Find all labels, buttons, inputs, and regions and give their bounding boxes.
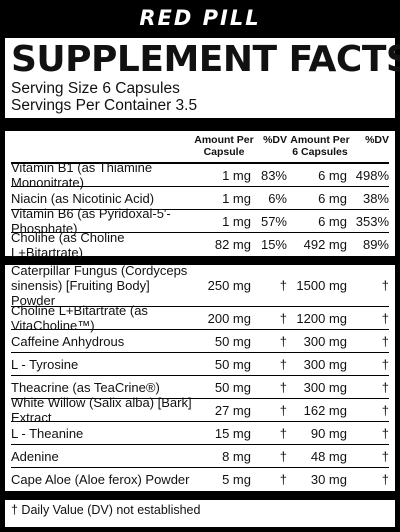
dv-per-capsule: † <box>279 472 287 487</box>
dv-per-6-capsules: † <box>381 402 389 418</box>
dv-per-capsule: † <box>279 379 287 395</box>
dv-per-6-capsules: † <box>381 472 389 487</box>
supplement-facts-panel: SUPPLEMENT FACTS Serving Size 6 Capsules… <box>3 36 400 529</box>
table-row: L - Theanine 15 mg † 90 mg † <box>11 422 389 445</box>
amount-per-6-capsules: 300 mg <box>303 356 347 372</box>
ingredient-name: Adenine <box>11 448 59 464</box>
amount-per-6-capsules: 492 mg <box>303 237 347 252</box>
amount-per-capsule: 82 mg <box>214 237 251 252</box>
amount-per-capsule: 250 mg <box>207 278 251 293</box>
dv-per-6-capsules: 353% <box>355 213 389 229</box>
divider-bar <box>5 118 395 131</box>
dv-per-6-capsules: 498% <box>355 167 389 183</box>
amount-per-capsule: 50 mg <box>214 356 251 372</box>
panel-title: SUPPLEMENT FACTS <box>11 39 400 80</box>
dv-per-capsule: † <box>279 278 287 293</box>
dv-per-capsule: † <box>279 402 287 418</box>
dv-per-capsule: † <box>279 333 287 349</box>
table-row: Adenine 8 mg † 48 mg † <box>11 445 389 468</box>
amount-per-6-capsules: 48 mg <box>310 448 347 464</box>
vitamins-group: Vitamin B1 (as Thiamine Mononitrate) 1 mg… <box>11 160 389 260</box>
ingredient-name: Vitamin B1 (as Thiamine Mononitrate) <box>11 160 153 190</box>
amount-per-6-capsules: 162 mg <box>303 402 347 418</box>
dv-per-6-capsules: † <box>381 448 389 464</box>
table-row: Vitamin B6 (as Pyridoxal-5'-Phosphate) 1 … <box>11 206 389 236</box>
ingredient-name: Cape Aloe (Aloe ferox) Powder <box>11 472 190 487</box>
amount-per-capsule: 200 mg <box>207 310 251 326</box>
ingredient-name: Caffeine Anhydrous <box>11 333 125 349</box>
amount-per-capsule: 5 mg <box>222 472 251 487</box>
table-row: Caterpillar Fungus (Cordyceps sinensis) … <box>11 263 389 308</box>
column-headers: Amount Per Capsule %DV Amount Per 6 Caps… <box>11 131 389 164</box>
divider-bar <box>5 491 395 500</box>
amount-per-capsule: 50 mg <box>214 379 251 395</box>
dv-per-6-capsules: † <box>381 379 389 395</box>
dv-per-6-capsules: † <box>381 310 389 326</box>
table-row: Theacrine (as TeaCrine®) 50 mg † 300 mg † <box>11 376 389 399</box>
header-amount-per-capsule: Amount Per Capsule <box>194 134 254 158</box>
amount-per-6-capsules: 6 mg <box>318 167 347 183</box>
dv-per-capsule: † <box>279 310 287 326</box>
divider-bar <box>5 256 395 265</box>
ingredient-name: Choline L+Bitartrate (as VitaCholine™) <box>11 303 148 333</box>
header-dv1: %DV <box>263 134 287 146</box>
dv-per-capsule: 57% <box>260 213 287 229</box>
dv-per-capsule: 15% <box>260 237 287 252</box>
ingredients-group: Caterpillar Fungus (Cordyceps sinensis) … <box>11 263 389 491</box>
table-row: Cape Aloe (Aloe ferox) Powder 5 mg † 30 mg † <box>11 468 389 491</box>
amount-per-6-capsules: 6 mg <box>318 190 347 206</box>
servings-per-container: Servings Per Container 3.5 <box>11 97 198 114</box>
amount-per-6-capsules: 6 mg <box>318 213 347 229</box>
dv-per-capsule: † <box>279 448 287 464</box>
dv-per-6-capsules: † <box>381 333 389 349</box>
amount-per-6-capsules: 300 mg <box>303 333 347 349</box>
amount-per-capsule: 8 mg <box>222 448 251 464</box>
table-row: L - Tyrosine 50 mg † 300 mg † <box>11 353 389 376</box>
dv-per-6-capsules: 89% <box>362 237 389 252</box>
ingredient-name: Choline (as Choline L+Bitartrate) <box>11 229 125 260</box>
table-row: Niacin (as Nicotinic Acid) 1 mg 6% 6 mg 38% <box>11 187 389 210</box>
ingredient-name: Theacrine (as TeaCrine®) <box>11 379 160 395</box>
dv-per-capsule: † <box>279 425 287 441</box>
brand-logo: RED PILL <box>139 6 261 30</box>
footnote: † Daily Value (DV) not established <box>11 503 201 517</box>
ingredient-name: Caterpillar Fungus (Cordyceps sinensis) … <box>11 263 188 308</box>
dv-per-6-capsules: † <box>381 356 389 372</box>
dv-per-capsule: 6% <box>268 190 287 206</box>
amount-per-capsule: 1 mg <box>222 190 251 206</box>
dv-per-6-capsules: † <box>381 425 389 441</box>
dv-per-capsule: † <box>279 356 287 372</box>
ingredient-name: Vitamin B6 (as Pyridoxal-5'-Phosphate) <box>11 206 171 236</box>
amount-per-6-capsules: 1200 mg <box>296 310 347 326</box>
amount-per-capsule: 1 mg <box>222 167 251 183</box>
amount-per-6-capsules: 1500 mg <box>296 278 347 293</box>
header-amount-per-6: Amount Per 6 Capsules <box>290 134 350 158</box>
header-dv2: %DV <box>365 134 389 146</box>
table-row: Caffeine Anhydrous 50 mg † 300 mg † <box>11 330 389 353</box>
serving-size: Serving Size 6 Capsules <box>11 80 180 97</box>
ingredient-name: Niacin (as Nicotinic Acid) <box>11 190 155 206</box>
amount-per-6-capsules: 30 mg <box>310 472 347 487</box>
table-row: Choline (as Choline L+Bitartrate) 82 mg 15… <box>11 230 389 260</box>
amount-per-6-capsules: 90 mg <box>310 425 347 441</box>
amount-per-capsule: 50 mg <box>214 333 251 349</box>
ingredient-name: L - Theanine <box>11 425 84 441</box>
table-row: Choline L+Bitartrate (as VitaCholine™) 20… <box>11 303 389 333</box>
dv-per-6-capsules: † <box>381 278 389 293</box>
dv-per-6-capsules: 38% <box>362 190 389 206</box>
amount-per-6-capsules: 300 mg <box>303 379 347 395</box>
dv-per-capsule: 83% <box>260 167 287 183</box>
table-row: White Willow (Salix alba) [Bark] Extract… <box>11 395 389 425</box>
amount-per-capsule: 1 mg <box>222 213 251 229</box>
amount-per-capsule: 27 mg <box>214 402 251 418</box>
table-row: Vitamin B1 (as Thiamine Mononitrate) 1 mg… <box>11 160 389 190</box>
amount-per-capsule: 15 mg <box>214 425 251 441</box>
ingredient-name: White Willow (Salix alba) [Bark] Extract <box>11 395 192 425</box>
ingredient-name: L - Tyrosine <box>11 356 79 372</box>
